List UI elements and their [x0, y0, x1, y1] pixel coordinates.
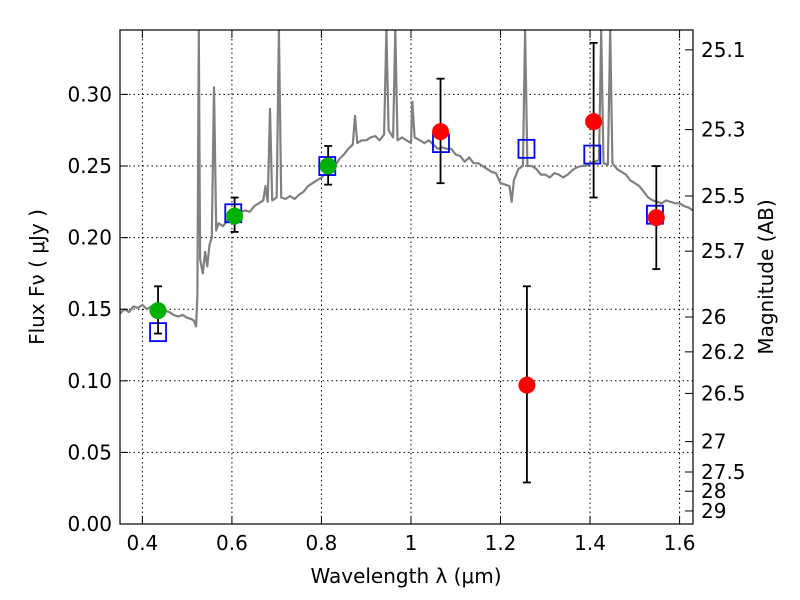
y-tick-label: 0.25	[67, 154, 112, 178]
right-tick-label: 27	[701, 430, 726, 454]
y-axis-label: Flux Fν ( μJy )	[25, 209, 49, 345]
x-tick-label: 1.4	[574, 531, 606, 555]
y-tick-label: 0.10	[67, 369, 112, 393]
y-tick-label: 0.00	[67, 512, 112, 536]
right-tick-label: 26.2	[701, 340, 746, 364]
x-tick-label: 0.6	[216, 531, 248, 555]
right-tick-label: 25.5	[701, 184, 746, 208]
right-tick-label: 25.3	[701, 118, 746, 142]
x-tick-label: 0.4	[126, 531, 158, 555]
axis-ticks: 0.4 0.6 0.8 1 1.2 1.4 1.6 0.00 0.05 0.10 0.15 0.20 0…	[67, 30, 746, 555]
model-square-marker	[517, 138, 536, 159]
data-point	[432, 123, 450, 141]
data-point	[319, 157, 337, 175]
y-tick-label: 0.05	[67, 440, 112, 464]
data-point	[518, 376, 536, 394]
data-point	[226, 207, 244, 225]
y-axis-right-label: Magnitude (AB)	[754, 199, 778, 354]
plot-area	[120, 30, 693, 484]
plot-frame	[119, 29, 694, 525]
x-axis-label: Wavelength λ (μm)	[310, 564, 501, 588]
data-point	[585, 113, 603, 131]
x-tick-label: 1.2	[485, 531, 517, 555]
right-tick-label: 26	[701, 305, 726, 329]
data-point	[149, 302, 167, 320]
x-tick-label: 0.8	[306, 531, 338, 555]
right-tick-label: 26.5	[701, 381, 746, 405]
right-tick-label: 27.5	[701, 460, 746, 484]
y-tick-label: 0.20	[67, 226, 112, 250]
right-tick-label: 29	[701, 499, 726, 523]
right-tick-label: 28	[701, 479, 726, 503]
y-tick-label: 0.30	[67, 82, 112, 106]
y-tick-label: 0.15	[67, 297, 112, 321]
model-square-marker	[583, 144, 602, 165]
right-tick-label: 25.1	[701, 38, 746, 62]
x-tick-label: 1	[405, 531, 418, 555]
right-tick-label: 25.7	[701, 239, 746, 263]
x-tick-label: 1.6	[664, 531, 696, 555]
data-point	[647, 209, 665, 227]
